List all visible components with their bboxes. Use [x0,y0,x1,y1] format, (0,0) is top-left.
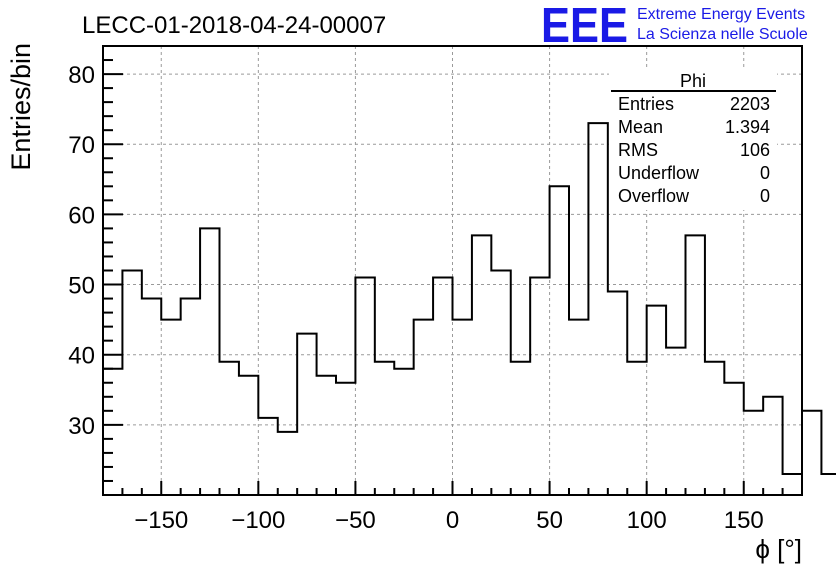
histogram-line [103,122,836,475]
stats-row-value: 0 [760,163,770,183]
stats-row-label: RMS [618,140,658,160]
stats-row-label: Overflow [618,186,690,206]
x-axis-label: ϕ [°] [755,534,802,564]
logo-line-1: Extreme Energy Events [637,6,805,23]
stats-row-value: 106 [740,140,770,160]
axes: −150 −100 −50 0 50 100 150 30 40 50 60 70 80 [68,45,803,534]
x-tick-label: 0 [446,507,459,534]
stats-row-label: Mean [618,117,663,137]
stats-title: Phi [680,71,706,91]
y-axis-label: Entries/bin [6,43,36,171]
x-tick-label: 150 [724,507,764,534]
eee-logo: EEE [541,0,628,53]
logo-line-2: La Scienza nelle Scuole [637,26,808,43]
y-tick-label: 50 [68,273,95,300]
x-tick-label: 100 [627,507,667,534]
x-tick-label: 50 [536,507,563,534]
chart-title: LECC-01-2018-04-24-00007 [82,12,386,39]
y-tick-label: 60 [68,202,95,229]
y-tick-label: 30 [68,413,95,440]
stats-row-value: 1.394 [725,117,770,137]
stats-row-label: Entries [618,94,674,114]
stats-row-value: 2203 [730,94,770,114]
stats-row-value: 0 [760,186,770,206]
y-tick-label: 40 [68,343,95,370]
y-tick-label: 70 [68,132,95,159]
x-tick-label: −100 [231,507,285,534]
stats-row-label: Underflow [618,163,700,183]
stats-box: Phi Entries 2203 Mean 1.394 RMS 106 Unde… [609,70,777,210]
y-tick-label: 80 [68,62,95,89]
x-tick-label: −150 [134,507,188,534]
x-tick-label: −50 [335,507,376,534]
